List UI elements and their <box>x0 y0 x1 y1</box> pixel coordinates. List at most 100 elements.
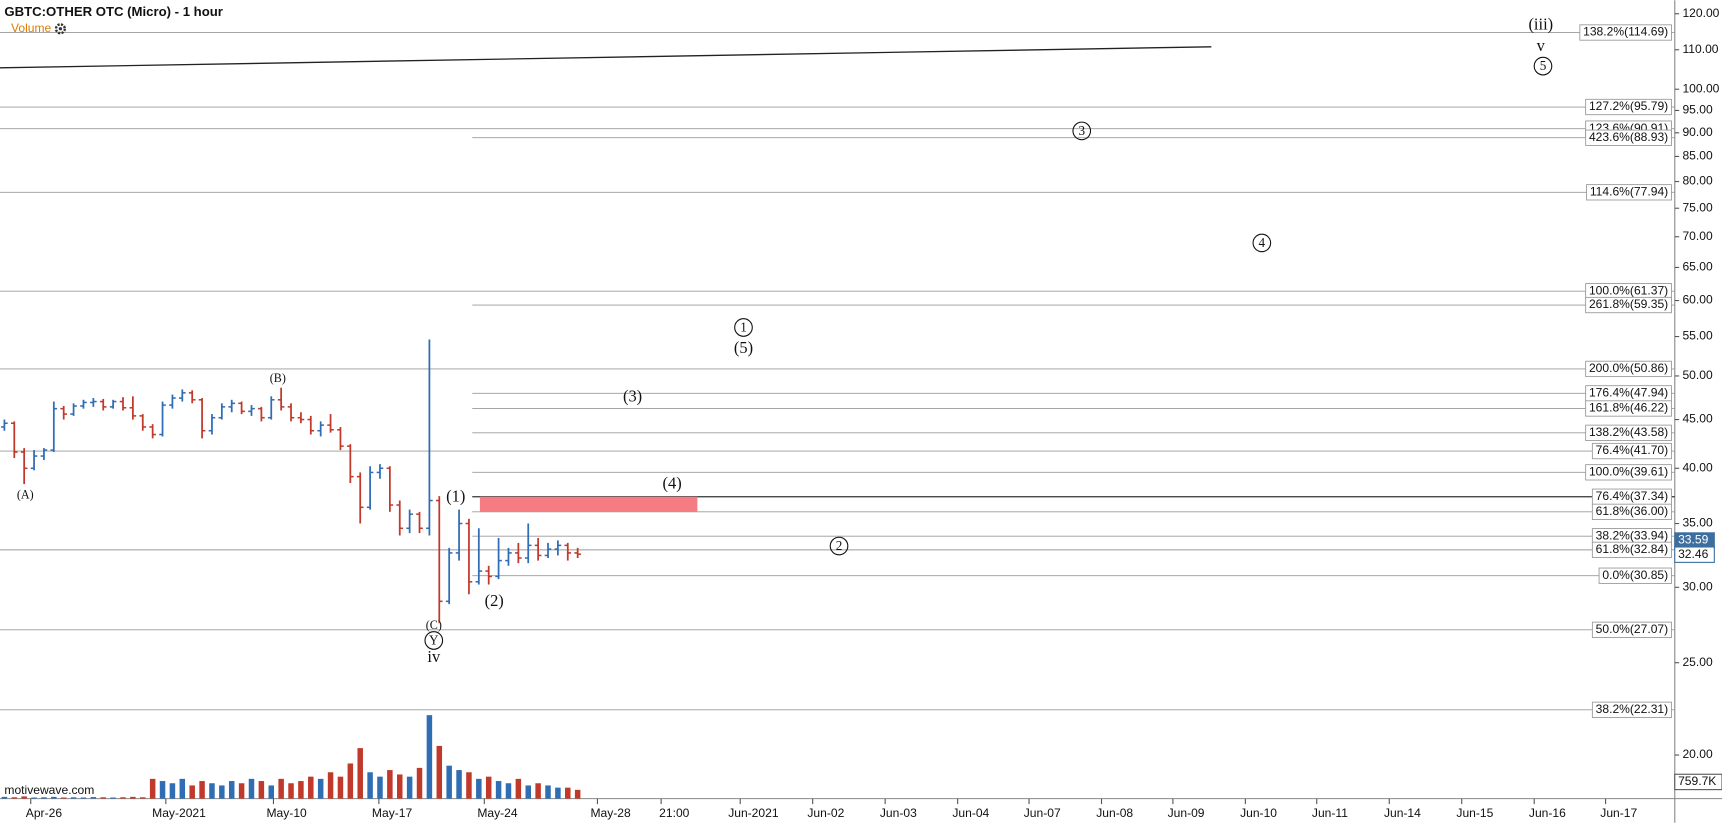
volume-bar <box>317 778 324 799</box>
price-marker: 33.59 <box>1678 533 1709 547</box>
fib-label: 176.4%(47.94) <box>1585 385 1672 402</box>
wave-label: 2 <box>836 538 843 553</box>
fib-label-text: 38.2%(33.94) <box>1596 528 1669 542</box>
y-tick-label: 80.00 <box>1682 174 1713 188</box>
y-tick-label: 110.00 <box>1682 42 1718 56</box>
fib-label-text: 200.0%(50.86) <box>1589 361 1668 375</box>
volume-bar <box>446 765 452 799</box>
volume-bar <box>140 797 146 799</box>
fib-label-box <box>1585 129 1672 146</box>
x-tick-label: Jun-2021 <box>728 806 779 820</box>
volume-bar <box>505 783 512 799</box>
y-tick-label: 30.00 <box>1682 579 1713 593</box>
fib-label-text: 61.8%(36.00) <box>1596 504 1669 518</box>
volume-bar <box>110 797 116 799</box>
volume-bar <box>545 785 551 799</box>
x-tick-label: Jun-15 <box>1456 806 1493 820</box>
fib-label-box <box>1585 296 1672 314</box>
plot: 120.00110.00100.0095.0090.0085.0080.0075… <box>0 6 1722 820</box>
trendline <box>0 46 1212 69</box>
volume-bar <box>278 778 284 799</box>
x-tick-label: May-28 <box>590 806 631 820</box>
fib-label: 200.0%(50.86) <box>1585 360 1672 378</box>
fib-label-text: 176.4%(47.94) <box>1589 386 1668 400</box>
wave-label: (iii) <box>1528 14 1553 33</box>
volume-bar <box>367 772 373 799</box>
y-tick-label: 25.00 <box>1682 655 1713 669</box>
volume-bar <box>41 797 47 799</box>
y-tick-label: 75.00 <box>1682 200 1713 214</box>
fib-label-box <box>1579 24 1672 41</box>
volume-bar <box>219 785 225 799</box>
fib-label-text: 100.0%(39.61) <box>1589 465 1668 479</box>
x-tick-label: Jun-03 <box>880 806 917 820</box>
fib-label: 423.6%(88.93) <box>1585 129 1672 146</box>
wave-label: (2) <box>485 591 504 610</box>
fib-label-box <box>1585 424 1672 441</box>
x-tick-label: Jun-09 <box>1168 806 1205 820</box>
fib-label: 61.8%(36.00) <box>1591 503 1672 520</box>
fib-label-text: 50.0%(27.07) <box>1596 622 1669 636</box>
volume-bar <box>387 770 393 799</box>
volume-bar <box>80 797 87 799</box>
x-tick-label: May-2021 <box>152 806 206 820</box>
volume-bar <box>327 772 334 799</box>
x-tick-label: Jun-04 <box>952 806 989 820</box>
y-tick-label: 40.00 <box>1682 460 1713 474</box>
fib-label-text: 423.6%(88.93) <box>1589 130 1668 144</box>
fib-label-text: 0.0%(30.85) <box>1602 568 1668 582</box>
volume-bar <box>535 783 541 799</box>
wave-label: (C) <box>426 618 442 632</box>
fib-label-text: 100.0%(61.37) <box>1589 283 1668 297</box>
wave-label: iv <box>427 647 441 666</box>
fib-label-box <box>1591 503 1672 520</box>
volume-bar <box>149 778 156 799</box>
wave-label: (A) <box>17 487 34 501</box>
volume-bar <box>476 778 482 799</box>
volume-bar <box>565 787 571 799</box>
volume-bar <box>60 797 67 799</box>
x-tick-label: May-24 <box>477 806 518 820</box>
volume-bar <box>495 781 502 799</box>
settings-icon[interactable] <box>54 23 67 35</box>
fib-label: 38.2%(22.31) <box>1591 701 1672 718</box>
volume-marker: 759.7K <box>1678 774 1716 788</box>
fib-label-box <box>1585 464 1672 481</box>
fib-label: 261.8%(59.35) <box>1585 296 1672 314</box>
fib-label: 161.8%(46.22) <box>1585 400 1672 417</box>
volume-bar <box>159 781 166 799</box>
y-tick-label: 70.00 <box>1682 229 1713 243</box>
x-tick-label: Jun-16 <box>1529 806 1566 820</box>
volume-bar <box>268 785 275 799</box>
wave-label: (5) <box>734 338 753 357</box>
y-tick-label: 120.00 <box>1682 6 1719 20</box>
fib-label-box <box>1591 541 1672 559</box>
wave-label: 3 <box>1078 123 1085 138</box>
volume-bar <box>288 783 294 799</box>
volume-bar <box>238 783 245 799</box>
y-tick-label: 55.00 <box>1682 329 1713 343</box>
fib-label: 38.2%(33.94) <box>1591 528 1672 545</box>
target-zone <box>479 496 698 512</box>
fib-label-box <box>1586 184 1672 201</box>
volume-bar <box>70 797 77 799</box>
y-tick-label: 95.00 <box>1682 103 1713 117</box>
volume-bar <box>90 797 97 799</box>
fib-label-box <box>1591 701 1672 718</box>
volume-bar <box>169 783 176 799</box>
fib-label-box <box>1591 442 1672 460</box>
volume-bar <box>11 797 18 799</box>
fib-label-text: 138.2%(43.58) <box>1589 425 1668 439</box>
fib-label-text: 127.2%(95.79) <box>1589 99 1668 113</box>
x-tick-label: 21:00 <box>659 806 690 820</box>
volume-bar <box>120 797 126 799</box>
fib-label-box <box>1585 98 1672 116</box>
volume-bar <box>228 781 235 799</box>
chart-title: GBTC:OTHER OTC (Micro) - 1 hour <box>4 4 223 19</box>
volume-bar <box>1 796 8 799</box>
x-tick-label: Jun-11 <box>1312 806 1348 820</box>
volume-bar <box>456 770 462 799</box>
volume-bar <box>525 785 531 799</box>
